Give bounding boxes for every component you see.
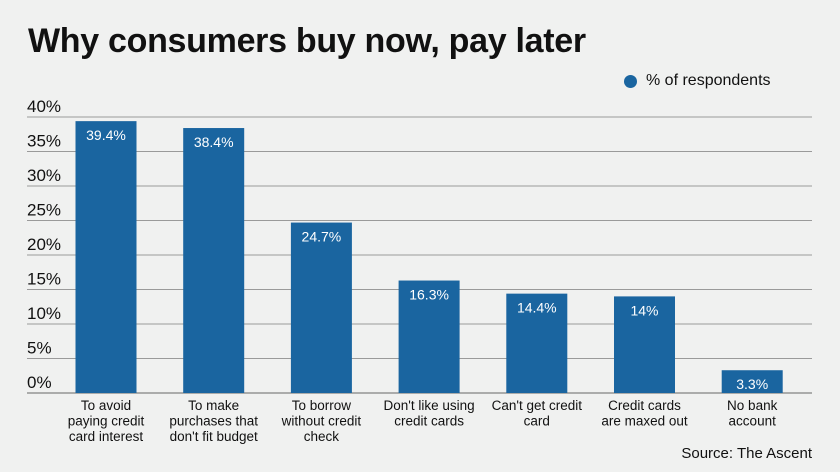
y-tick-label: 10% <box>27 304 61 323</box>
data-label: 38.4% <box>194 134 234 150</box>
data-label: 39.4% <box>86 127 126 143</box>
y-tick-label: 5% <box>27 339 52 358</box>
y-tick-label: 30% <box>27 166 61 185</box>
bar <box>506 293 568 393</box>
data-label: 14.4% <box>517 300 557 316</box>
x-tick-label: without credit <box>281 414 362 429</box>
data-label: 14% <box>630 302 658 318</box>
y-tick-label: 40% <box>27 97 61 116</box>
y-tick-label: 0% <box>27 373 52 392</box>
x-tick-label: don't fit budget <box>170 429 258 444</box>
x-tick-label: are maxed out <box>601 414 688 429</box>
x-tick-label: To avoid <box>81 398 131 413</box>
x-tick-label: check <box>304 429 340 444</box>
bar <box>290 222 352 393</box>
x-tick-label: No bank <box>727 398 778 413</box>
x-tick-label: account <box>729 414 777 429</box>
x-tick-label: To borrow <box>292 398 352 413</box>
bar <box>183 128 245 394</box>
legend-swatch <box>624 74 637 88</box>
data-label: 16.3% <box>409 287 449 303</box>
legend-label: % of respondents <box>646 72 771 89</box>
data-label: 24.7% <box>302 229 342 245</box>
legend: % of respondents <box>624 72 771 90</box>
x-tick-label: purchases that <box>169 414 258 429</box>
x-tick-label: card <box>524 414 550 429</box>
y-tick-label: 20% <box>27 235 61 254</box>
x-tick-label: credit cards <box>394 414 464 429</box>
bar <box>75 121 137 393</box>
data-label: 3.3% <box>736 376 768 392</box>
x-tick-label: Credit cards <box>608 398 681 413</box>
bar <box>614 296 675 393</box>
x-tick-label: To make <box>188 398 239 413</box>
x-tick-label: card interest <box>69 429 144 444</box>
x-tick-label: paying credit <box>68 414 145 429</box>
x-tick-label: Can't get credit <box>492 398 583 413</box>
y-tick-label: 25% <box>27 201 61 220</box>
bar <box>721 370 783 393</box>
bar <box>398 280 460 393</box>
y-tick-label: 15% <box>27 270 61 289</box>
x-tick-label: Don't like using <box>384 398 475 413</box>
y-tick-label: 35% <box>27 132 61 151</box>
source-note: Source: The Ascent <box>681 445 812 462</box>
chart-title: Why consumers buy now, pay later <box>28 22 586 60</box>
